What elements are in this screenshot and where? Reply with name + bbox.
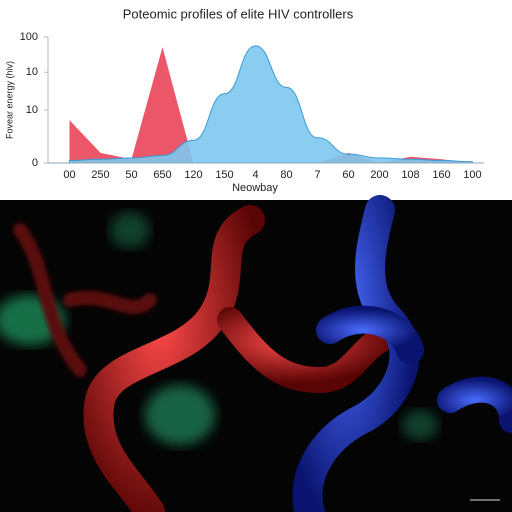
spike-area xyxy=(69,47,473,163)
x-axis-label: Neowbay xyxy=(232,182,278,194)
render-image xyxy=(0,195,512,512)
x-tick-label: 80 xyxy=(280,169,292,181)
x-tick-label: 60 xyxy=(342,169,354,181)
x-tick-label: 7 xyxy=(314,169,320,181)
y-tick-label: 10 xyxy=(26,104,38,116)
y-axis-label: Fovear energy (hiv) xyxy=(4,61,14,139)
x-tick-label: 100 xyxy=(463,169,481,181)
red-strand xyxy=(83,205,265,512)
blue-strand xyxy=(316,305,424,364)
green-blob xyxy=(402,410,438,440)
x-tick-label: 4 xyxy=(252,169,258,181)
red-strand xyxy=(217,307,393,394)
x-tick-label: 250 xyxy=(91,169,109,181)
x-tick-label: 160 xyxy=(432,169,450,181)
x-tick-label: 00 xyxy=(63,169,75,181)
y-tick-label: 0 xyxy=(32,157,38,169)
x-tick-label: 650 xyxy=(153,169,171,181)
area xyxy=(69,45,473,164)
x-tick-label: 50 xyxy=(125,169,137,181)
x-tick-label: 120 xyxy=(184,169,202,181)
red-strand xyxy=(13,223,157,377)
chart-title: Poteomic profiles of elite HIV controlle… xyxy=(123,6,354,21)
green-blob xyxy=(110,212,150,248)
y-tick-label: 100 xyxy=(20,31,38,43)
y-tick-label: 10 xyxy=(26,66,38,78)
green-blob xyxy=(145,385,215,445)
x-tick-label: 150 xyxy=(215,169,233,181)
blue-strand xyxy=(292,195,420,512)
x-tick-label: 200 xyxy=(370,169,388,181)
blue-strand xyxy=(437,376,512,433)
x-tick-label: 108 xyxy=(401,169,419,181)
